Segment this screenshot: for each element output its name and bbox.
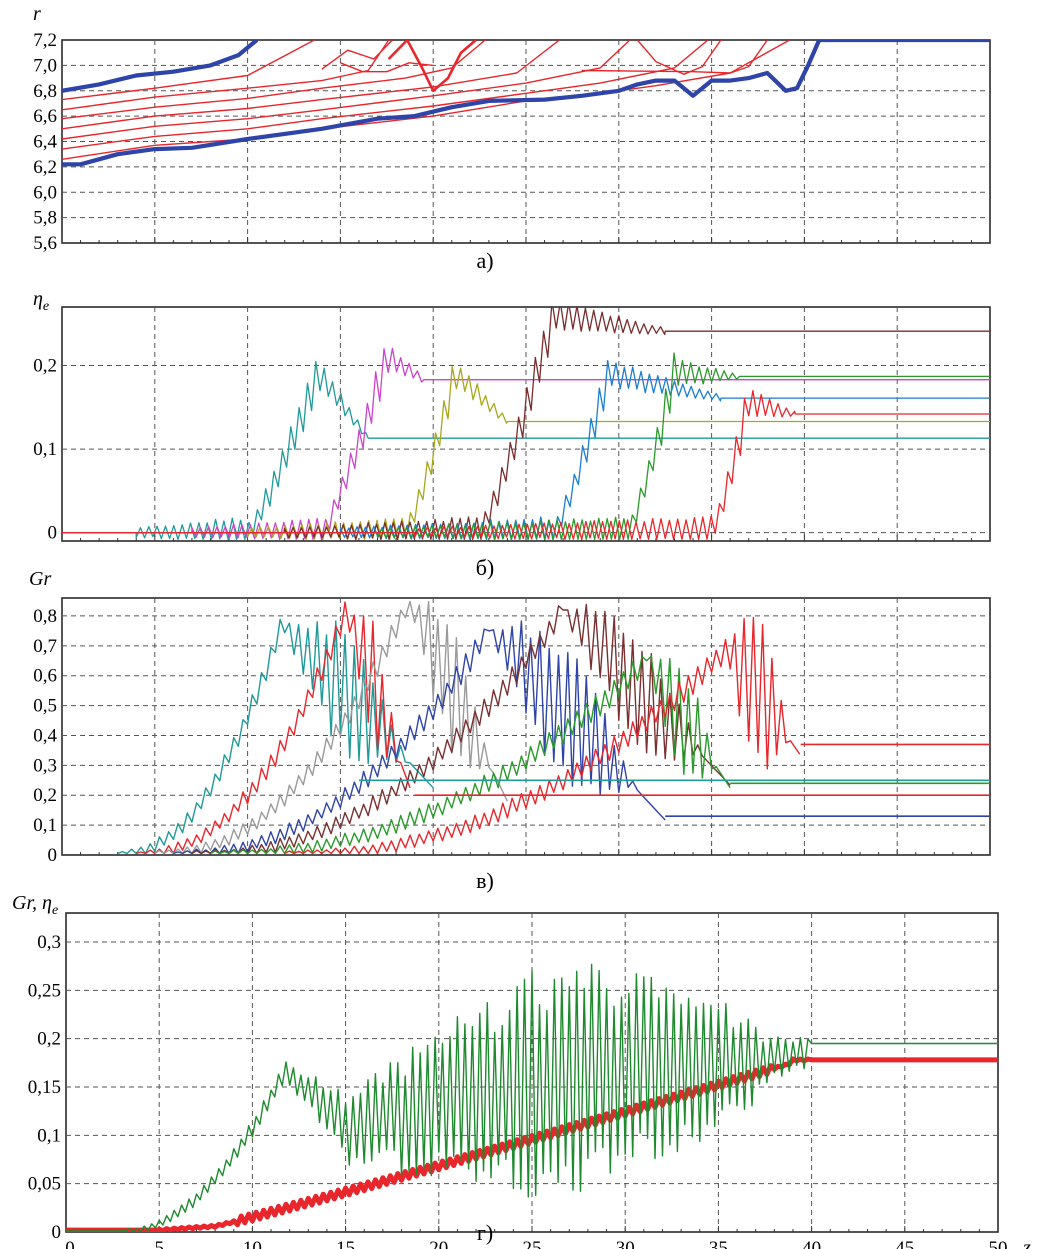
trajectory-line	[636, 40, 722, 75]
x-tick-label: 40	[802, 1238, 821, 1249]
x-tick-label: 10	[243, 1238, 262, 1249]
efficiency-line	[62, 352, 990, 540]
x-tick-label: 45	[895, 1238, 914, 1249]
y-tick-label: 0,15	[28, 1077, 61, 1098]
panel-caption: а)	[476, 248, 493, 273]
panel-caption: в)	[476, 868, 494, 893]
y-axis-label-subscript: e	[43, 299, 49, 314]
y-tick-label: 0,1	[33, 815, 57, 836]
y-tick-label: 0,2	[33, 785, 57, 806]
series-group	[66, 963, 998, 1232]
x-tick-label: 30	[616, 1238, 635, 1249]
series-group	[62, 40, 990, 167]
y-tick-label: 0,1	[33, 439, 57, 460]
trajectory-line	[340, 62, 434, 73]
trajectory-line	[62, 40, 259, 93]
gain-line	[173, 620, 666, 855]
y-tick-label: 0,7	[33, 636, 57, 657]
y-axis-label-main: Gr	[29, 568, 51, 590]
grid	[66, 913, 998, 1232]
efficiency-line	[62, 365, 990, 540]
y-tick-label: 6,2	[33, 157, 57, 178]
x-tick-label: 0	[65, 1238, 75, 1249]
y-tick-label: 7,0	[33, 55, 57, 76]
y-tick-label: 0	[48, 845, 58, 866]
trajectory-line	[581, 40, 768, 74]
y-axis-label-main: r	[33, 3, 41, 25]
trajectory-line	[62, 40, 709, 150]
y-tick-label: 0,5	[33, 696, 57, 717]
y-tick-label: 0,2	[37, 1029, 61, 1050]
x-tick-label: 25	[523, 1238, 542, 1249]
gain-line	[154, 600, 509, 855]
x-minor-ticks	[65, 1226, 999, 1232]
trajectory-line	[62, 40, 315, 101]
trajectory-line	[62, 40, 990, 167]
trajectory-line	[62, 40, 560, 130]
y-tick-label: 0,05	[28, 1174, 61, 1195]
panel-caption: г)	[477, 1220, 493, 1245]
y-tick-label: 5,8	[33, 208, 57, 229]
efficiency-line	[62, 347, 990, 540]
y-tick-label: 6,4	[33, 132, 57, 153]
y-tick-label: 0,6	[33, 666, 57, 687]
gain-line	[191, 603, 731, 855]
panel-caption: б)	[476, 555, 495, 580]
series-group	[117, 600, 990, 855]
trajectory-line	[62, 40, 390, 111]
gain-line	[210, 655, 731, 855]
y-tick-label: 6,6	[33, 106, 57, 127]
y-axis-label-subscript: e	[52, 903, 58, 918]
y-tick-label: 0,2	[33, 356, 57, 377]
series-group	[62, 307, 990, 540]
y-tick-label: 6,0	[33, 182, 57, 203]
y-tick-label: 6,8	[33, 81, 57, 102]
y-axis-label: r	[33, 3, 41, 25]
trajectory-line	[387, 40, 477, 93]
gain-line	[66, 963, 998, 1232]
y-tick-label: 0,8	[33, 606, 57, 627]
y-axis-label: ηe	[33, 288, 49, 314]
y-tick-label: 0	[48, 523, 58, 544]
y-axis-label-main: Gr, η	[12, 892, 52, 914]
y-tick-label: 0,1	[37, 1125, 61, 1146]
y-tick-label: 0	[52, 1222, 62, 1243]
trajectory-line	[62, 40, 790, 160]
x-minor-ticks	[61, 237, 991, 243]
y-tick-label: 0,4	[33, 725, 57, 746]
x-tick-label: 15	[336, 1238, 355, 1249]
efficiency-line	[62, 389, 990, 540]
x-axis-label: z	[1022, 1237, 1031, 1249]
y-axis-label-main: η	[33, 288, 43, 310]
x-tick-label: 5	[154, 1238, 164, 1249]
y-tick-label: 0,3	[33, 755, 57, 776]
gain-line	[117, 618, 434, 855]
gain-line	[284, 616, 801, 855]
y-tick-label: 5,6	[33, 233, 57, 254]
y-axis-label: Gr	[29, 568, 51, 590]
y-tick-label: 7,2	[33, 30, 57, 51]
x-tick-label: 20	[429, 1238, 448, 1249]
trajectory-line	[321, 40, 393, 70]
y-tick-label: 0,3	[37, 932, 61, 953]
gain-line	[135, 601, 411, 855]
x-minor-ticks	[61, 535, 991, 541]
x-tick-label: 50	[989, 1238, 1008, 1249]
y-tick-label: 0,25	[28, 980, 61, 1001]
y-axis-label: Gr, ηe	[12, 892, 58, 918]
x-tick-label: 35	[709, 1238, 728, 1249]
